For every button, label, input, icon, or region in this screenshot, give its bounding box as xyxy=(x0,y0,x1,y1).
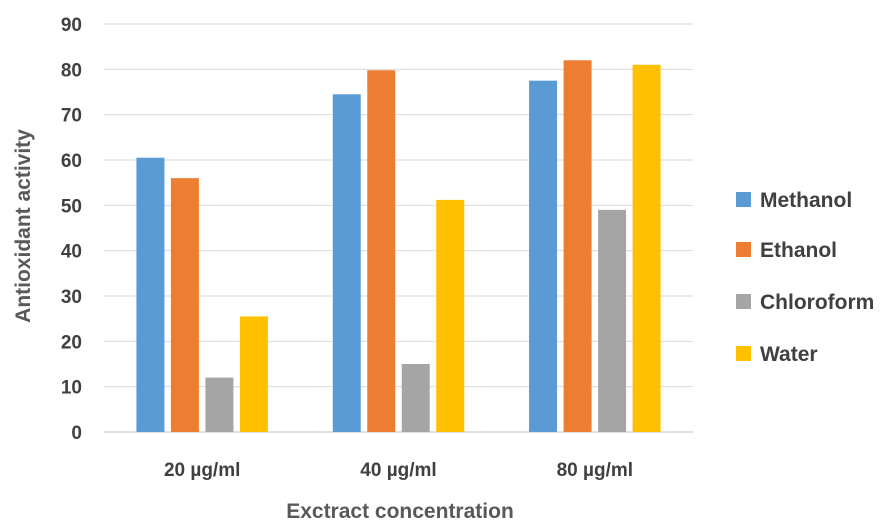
legend-swatch-water xyxy=(736,346,751,361)
y-axis-ticks: 0 10 20 30 40 50 60 70 80 90 xyxy=(61,15,82,444)
legend-label-ethanol: Ethanol xyxy=(760,239,837,262)
legend-label-chloroform: Chloroform xyxy=(760,291,874,314)
legend-swatch-ethanol xyxy=(736,242,751,257)
x-tick-label: 20 µg/ml xyxy=(164,460,240,481)
x-axis-title: Exctract concentration xyxy=(286,500,514,523)
gridlines xyxy=(104,23,693,433)
y-tick-label: 10 xyxy=(61,378,82,399)
y-tick-label: 20 xyxy=(61,332,82,353)
y-tick-label: 80 xyxy=(61,60,82,81)
y-tick-label: 60 xyxy=(61,151,82,172)
y-axis-title: Antioxidant activity xyxy=(12,129,35,323)
x-tick-label: 40 µg/ml xyxy=(360,460,436,481)
x-tick-label: 80 µg/ml xyxy=(557,460,633,481)
bar-methanol-2 xyxy=(332,94,361,433)
bar-methanol-3 xyxy=(529,80,558,433)
legend: Methanol Ethanol Chloroform Water xyxy=(736,189,874,366)
y-tick-label: 90 xyxy=(61,15,82,36)
x-axis-ticks: 20 µg/ml 40 µg/ml 80 µg/ml xyxy=(164,460,633,481)
bar-chloroform-3 xyxy=(598,209,627,432)
bar-ethanol-1 xyxy=(170,178,199,432)
bar-water-2 xyxy=(436,199,465,432)
legend-label-water: Water xyxy=(760,343,818,366)
bar-ethanol-2 xyxy=(367,70,396,433)
legend-swatch-chloroform xyxy=(736,294,751,309)
y-tick-label: 30 xyxy=(61,287,82,308)
y-tick-label: 50 xyxy=(61,196,82,217)
y-tick-label: 70 xyxy=(61,106,82,127)
bar-chloroform-2 xyxy=(401,364,430,432)
bars xyxy=(136,60,661,433)
bar-water-3 xyxy=(632,64,661,433)
bar-methanol-1 xyxy=(136,157,165,432)
y-tick-label: 40 xyxy=(61,242,82,263)
legend-label-methanol: Methanol xyxy=(760,189,852,212)
bar-water-1 xyxy=(239,316,268,432)
bar-chloroform-1 xyxy=(205,377,234,432)
y-tick-label: 0 xyxy=(71,423,82,444)
bar-ethanol-3 xyxy=(563,60,592,433)
legend-swatch-methanol xyxy=(736,192,751,207)
